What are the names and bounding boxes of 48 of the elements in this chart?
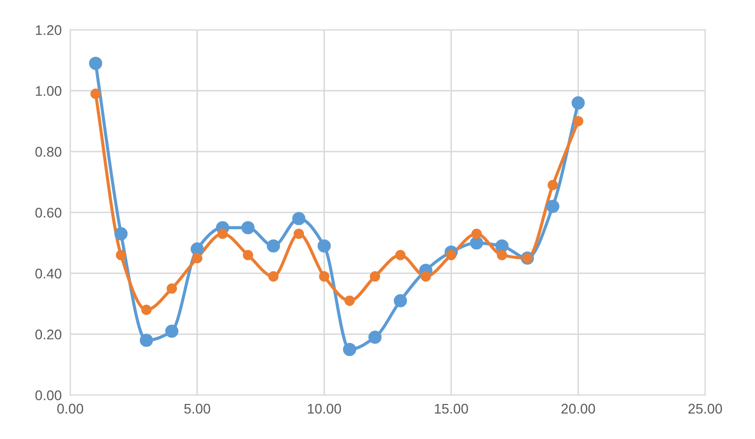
point xyxy=(192,252,202,264)
point xyxy=(572,116,584,126)
x-tick-label: 5.00 xyxy=(184,404,210,414)
y-tick-label: 0.80 xyxy=(35,146,62,157)
point xyxy=(242,250,254,260)
point xyxy=(548,180,558,190)
point xyxy=(368,330,382,344)
point xyxy=(470,236,484,250)
point xyxy=(90,88,101,99)
point xyxy=(344,296,355,306)
y-tick-label: 0.60 xyxy=(35,208,62,218)
x-tick-label: 0.00 xyxy=(57,404,84,414)
x-tick-label: 10.00 xyxy=(308,404,342,414)
point xyxy=(370,271,380,282)
y-tick-label: 0.00 xyxy=(35,390,62,400)
point xyxy=(268,271,279,282)
point xyxy=(495,239,509,253)
point xyxy=(394,294,407,308)
x-tick-label: 20.00 xyxy=(562,404,596,414)
point xyxy=(420,271,431,282)
point xyxy=(241,221,255,234)
point xyxy=(318,271,330,282)
point xyxy=(343,342,356,356)
point xyxy=(165,324,178,338)
point xyxy=(395,250,406,260)
point xyxy=(190,242,204,256)
point xyxy=(89,56,102,70)
point xyxy=(318,239,331,253)
point xyxy=(116,250,126,260)
point xyxy=(141,304,152,316)
point xyxy=(292,212,306,226)
point xyxy=(140,334,154,347)
point xyxy=(496,250,508,260)
point xyxy=(546,200,560,213)
point xyxy=(446,250,456,260)
point xyxy=(471,228,482,239)
point xyxy=(114,227,128,240)
point xyxy=(572,96,585,110)
y-tick-label: 1.00 xyxy=(36,86,62,96)
y-tick-label: 0.40 xyxy=(35,268,62,279)
y-tick-label: 0.20 xyxy=(35,330,62,340)
x-tick-label: 15.00 xyxy=(434,404,468,414)
point xyxy=(217,228,228,239)
x-tick-label: 25.00 xyxy=(688,404,722,414)
y-tick-label: 1.20 xyxy=(36,25,62,36)
point xyxy=(294,228,304,239)
point xyxy=(266,239,280,253)
point xyxy=(166,283,178,294)
